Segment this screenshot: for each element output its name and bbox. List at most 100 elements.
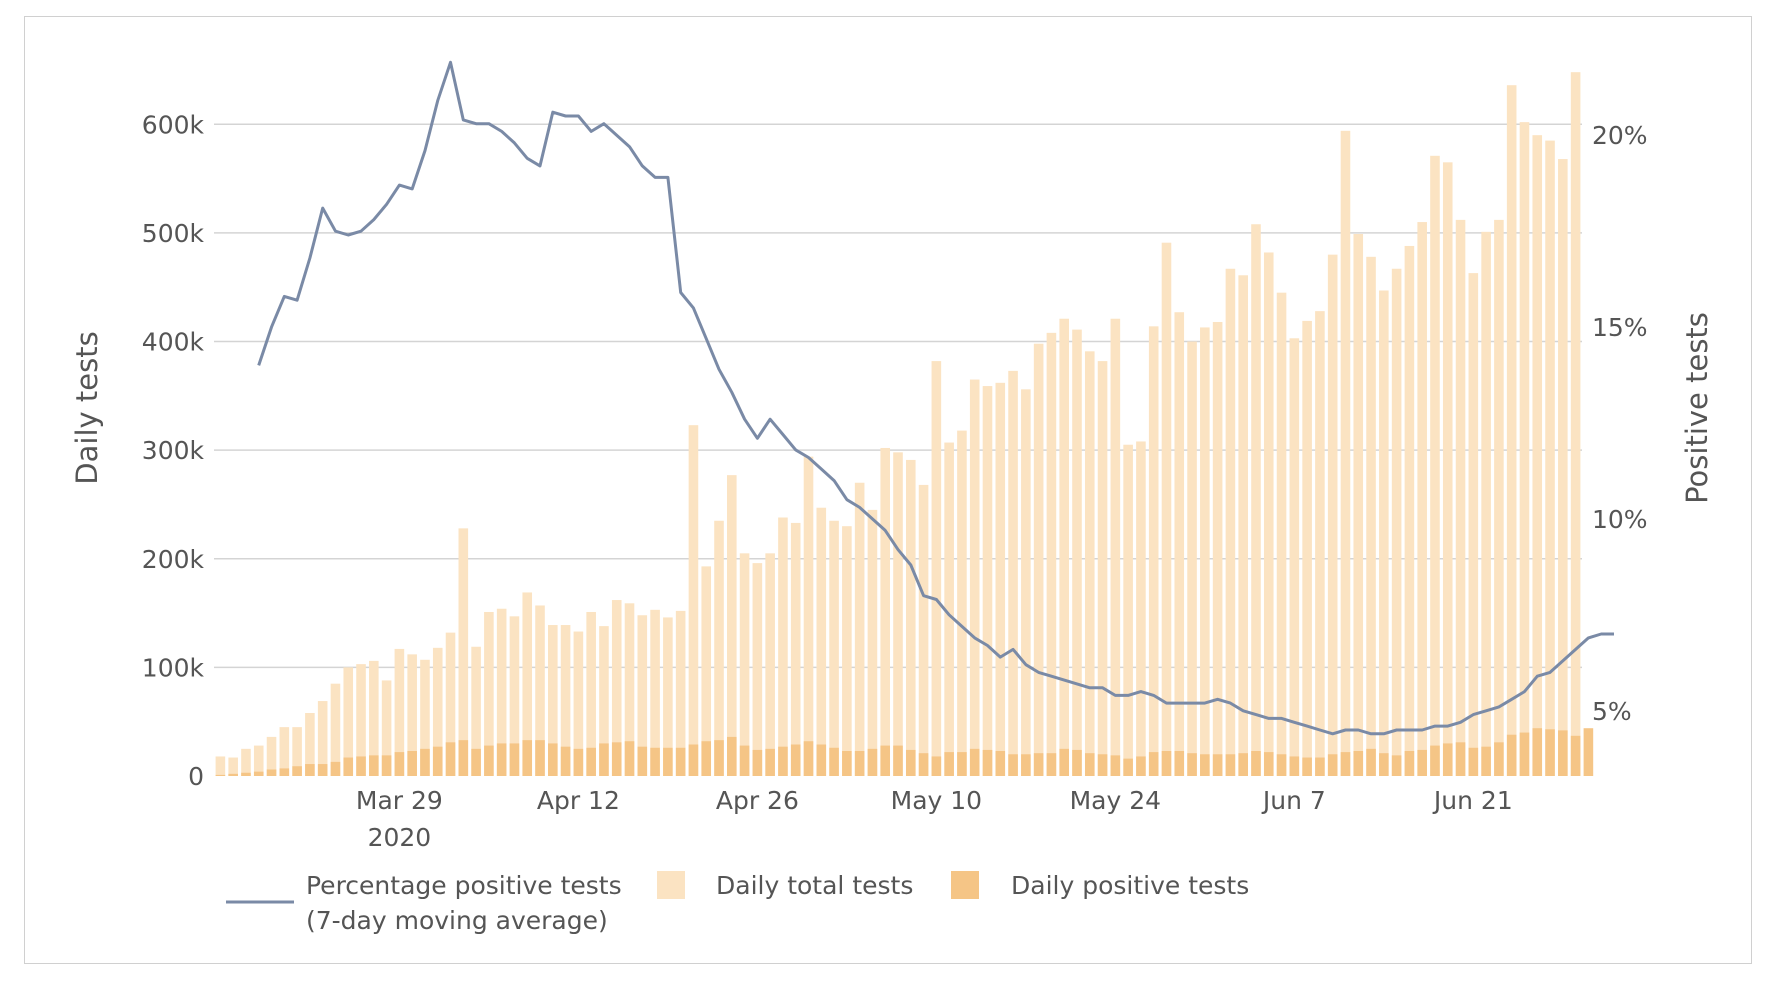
bar-positive-38	[701, 741, 712, 776]
bar-total-38	[701, 566, 712, 776]
x-tick-label: Apr 26	[716, 786, 799, 815]
bar-positive-59	[969, 748, 980, 776]
bar-positive-32	[624, 741, 635, 776]
bar-positive-97	[1455, 742, 1466, 776]
bar-total-66	[1059, 318, 1069, 776]
bar-total-31	[611, 600, 622, 776]
bar-total-72	[1136, 441, 1146, 776]
bar-total-70	[1110, 318, 1121, 776]
bar-total-6	[292, 727, 302, 776]
bar-positive-89	[1353, 751, 1364, 776]
bar-positive-90	[1366, 748, 1376, 776]
bar-positive-98	[1468, 747, 1479, 776]
bar-total-42	[752, 563, 763, 776]
bar-total-96	[1442, 162, 1453, 777]
bar-total-25	[535, 605, 545, 776]
bar-positive-43	[765, 748, 775, 776]
bar-total-86	[1315, 311, 1325, 776]
bar-positive-87	[1327, 754, 1338, 776]
bar-positive-64	[1033, 753, 1044, 776]
bar-positive-9	[330, 761, 341, 776]
bar-total-40	[727, 475, 737, 776]
bar-positive-60	[982, 749, 993, 776]
bar-positive-100	[1494, 742, 1504, 776]
bar-total-99	[1481, 231, 1491, 777]
x-tick-label: May 24	[1070, 786, 1161, 815]
bar-positive-23	[509, 743, 520, 776]
right-axis-ticks: 5% 10% 15% 20%	[1592, 121, 1648, 726]
bar-positive-66	[1059, 748, 1069, 776]
bar-positive-88	[1340, 752, 1351, 776]
bar-total-7	[305, 713, 315, 776]
legend-swatch-total	[657, 871, 685, 899]
bar-total-68	[1084, 351, 1095, 776]
bar-positive-30	[599, 743, 609, 776]
bar-positive-61	[995, 751, 1006, 776]
bar-positive-34	[650, 747, 660, 776]
bar-positive-14	[394, 752, 405, 776]
bar-total-39	[714, 520, 724, 776]
bar-total-63	[1021, 389, 1031, 776]
bar-total-88	[1340, 130, 1351, 777]
bar-positive-81	[1251, 751, 1261, 776]
x-tick-label: Apr 12	[537, 786, 620, 815]
bar-total-90	[1366, 256, 1376, 776]
legend-label-line-2: (7-day moving average)	[306, 906, 608, 935]
left-tick-label: 100k	[142, 653, 205, 682]
bar-positive-36	[675, 747, 686, 776]
bar-total-52	[880, 447, 891, 776]
bar-positive-35	[663, 747, 673, 776]
bar-positive-83	[1276, 754, 1287, 776]
bar-positive-53	[893, 745, 903, 776]
legend: Percentage positive tests (7-day moving …	[226, 871, 1249, 935]
bar-total-65	[1046, 332, 1057, 776]
bar-positive-54	[905, 749, 916, 776]
bar-positive-69	[1097, 754, 1108, 776]
bar-positive-77	[1200, 754, 1210, 776]
positive-tests-bars	[215, 728, 1594, 776]
bar-total-47	[816, 507, 827, 776]
bar-total-91	[1379, 290, 1389, 776]
chart-frame	[24, 16, 1752, 964]
bar-total-24	[522, 592, 533, 776]
bar-total-15	[407, 654, 417, 776]
bar-total-20	[471, 646, 481, 776]
bar-total-101	[1506, 85, 1517, 776]
right-tick-label: 20%	[1592, 121, 1648, 150]
bar-positive-63	[1021, 754, 1031, 776]
bar-total-35	[663, 617, 673, 776]
bar-positive-47	[816, 744, 827, 776]
bar-positive-62	[1008, 754, 1018, 776]
left-tick-label: 400k	[142, 328, 205, 357]
bar-total-67	[1072, 329, 1082, 776]
left-axis-title: Daily tests	[70, 331, 104, 484]
bar-positive-95	[1430, 745, 1440, 776]
bar-positive-67	[1072, 749, 1082, 776]
bar-total-43	[765, 553, 775, 776]
bar-positive-99	[1481, 746, 1491, 776]
bar-positive-6	[292, 766, 302, 776]
bar-positive-103	[1532, 728, 1543, 776]
bar-total-85	[1302, 320, 1312, 776]
bar-positive-10	[343, 757, 354, 776]
bar-positive-91	[1379, 753, 1389, 776]
bar-positive-7	[305, 764, 315, 776]
legend-label-positive: Daily positive tests	[1011, 871, 1249, 900]
bar-total-18	[445, 632, 456, 776]
bar-positive-73	[1148, 752, 1159, 776]
bar-positive-75	[1174, 751, 1185, 776]
bar-total-11	[356, 664, 366, 776]
bar-positive-93	[1404, 751, 1415, 776]
bar-positive-31	[611, 742, 622, 776]
bar-total-74	[1161, 242, 1172, 776]
bar-positive-79	[1225, 754, 1236, 776]
bar-positive-3	[253, 771, 264, 776]
bar-positive-37	[688, 744, 699, 776]
bar-total-59	[969, 379, 980, 776]
bar-positive-20	[471, 748, 481, 776]
bar-total-97	[1455, 219, 1466, 777]
bar-total-2	[241, 748, 251, 776]
bar-total-80	[1238, 275, 1248, 776]
bar-positive-24	[522, 740, 533, 776]
bar-total-3	[253, 745, 264, 776]
